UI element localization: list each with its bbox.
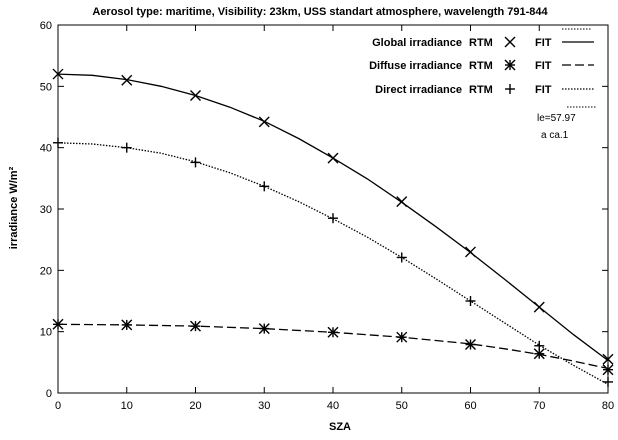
- data-point: [190, 320, 201, 332]
- data-point: [603, 376, 613, 387]
- data-point: [465, 246, 476, 258]
- data-point: [259, 181, 270, 192]
- y-tick-label: 50: [40, 81, 52, 93]
- data-point: [258, 116, 270, 128]
- data-point: [533, 348, 545, 360]
- legend-name: Diffuse irradiance: [369, 60, 462, 72]
- legend-rtm-label: RTM: [469, 37, 493, 49]
- legend-entry-1: Diffuse irradiance RTM FIT: [369, 59, 594, 72]
- legend-entry-0: Global irradiance RTM FIT: [372, 36, 594, 49]
- data-point: [396, 252, 407, 263]
- series-0: [52, 68, 614, 365]
- annotation-a: a ca.1: [541, 130, 569, 141]
- data-point: [121, 319, 133, 331]
- x-tick-label: 50: [396, 400, 408, 412]
- data-point: [505, 84, 515, 94]
- legend-fit-label: FIT: [535, 37, 552, 49]
- legend-name: Global irradiance: [372, 37, 462, 49]
- y-tick-label: 40: [40, 143, 52, 155]
- y-tick-label: 0: [46, 388, 52, 400]
- data-point: [258, 323, 270, 335]
- series-1: [52, 318, 614, 376]
- data-point: [327, 326, 339, 338]
- data-point: [328, 213, 338, 224]
- y-tick-label: 60: [40, 20, 52, 32]
- data-point: [602, 353, 614, 365]
- x-tick-label: 0: [55, 400, 61, 412]
- legend-rtm-label: RTM: [469, 60, 493, 72]
- data-point: [190, 90, 201, 102]
- data-point: [504, 59, 516, 71]
- y-tick-label: 20: [40, 265, 52, 277]
- y-axis-label: irradiance W/m²: [8, 166, 20, 249]
- legend-name: Direct irradiance: [375, 84, 462, 96]
- data-point: [504, 36, 516, 48]
- x-axis-label: SZA: [329, 421, 351, 433]
- data-point: [190, 157, 201, 168]
- axes: 0 10 20 30 40 50 60 70 80 0 10 20 30 40 50 60: [40, 20, 614, 412]
- x-tick-label: 10: [121, 400, 133, 412]
- x-tick-label: 60: [464, 400, 476, 412]
- data-point: [465, 339, 476, 351]
- series-layer: [52, 68, 614, 387]
- x-tick-label: 20: [189, 400, 201, 412]
- data-point: [396, 196, 408, 208]
- data-point: [121, 142, 132, 153]
- plot-frame: [57, 24, 609, 394]
- legend-fit-label: FIT: [535, 84, 552, 96]
- x-tick-label: 80: [602, 400, 614, 412]
- plot-area: [57, 24, 609, 394]
- data-point: [52, 318, 64, 330]
- legend-fit-label: FIT: [535, 60, 552, 72]
- x-tick-label: 30: [258, 400, 270, 412]
- data-point: [52, 68, 64, 80]
- legend-entry-2: Direct irradiance RTM FIT: [375, 84, 594, 96]
- data-point: [533, 301, 545, 313]
- y-tick-label: 10: [40, 327, 52, 339]
- data-point: [327, 152, 339, 164]
- legend-rtm-label: RTM: [469, 84, 493, 96]
- series-2: [53, 137, 613, 387]
- data-point: [396, 331, 408, 343]
- x-tick-label: 40: [327, 400, 339, 412]
- data-point: [121, 74, 133, 86]
- annotation-le: le=57.97: [537, 113, 576, 124]
- chart-title: Aerosol type: maritime, Visibility: 23km…: [92, 6, 548, 18]
- y-tick-label: 30: [40, 204, 52, 216]
- data-point: [602, 364, 614, 376]
- series-line: [57, 142, 609, 385]
- x-tick-label: 70: [533, 400, 545, 412]
- data-point: [534, 340, 545, 351]
- data-point: [53, 137, 63, 148]
- data-point: [465, 296, 476, 306]
